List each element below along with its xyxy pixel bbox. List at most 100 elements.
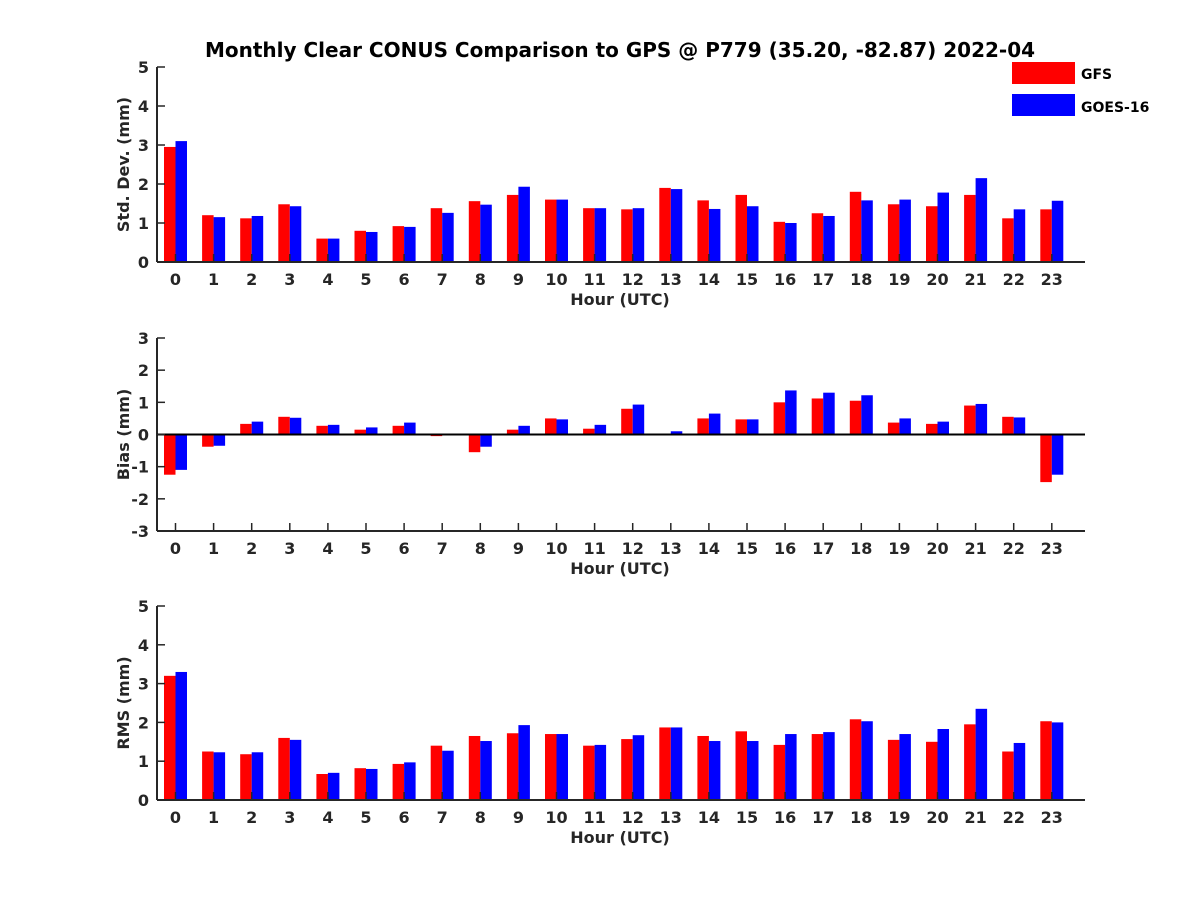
bar-rms-goes16-hour-3: [289, 739, 302, 800]
bar-bias-goes16-hour-2: [251, 421, 264, 435]
legend-label-gfs: GFS: [1081, 67, 1112, 83]
bar-std-goes16-hour-22: [1013, 209, 1026, 262]
bar-std-gfs-hour-17: [811, 213, 824, 262]
bar-rms-gfs-hour-10: [545, 734, 557, 800]
bar-bias-gfs-hour-12: [621, 408, 633, 435]
bar-rms-goes16-hour-23: [1051, 722, 1064, 800]
bar-rms-gfs-hour-11: [583, 745, 595, 800]
bar-bias-gfs-hour-15: [735, 419, 747, 435]
bar-rms-gfs-hour-0: [164, 675, 176, 800]
y-tick-label: 0: [138, 791, 149, 810]
bar-std-goes16-hour-15: [747, 206, 759, 262]
x-tick-label: 12: [622, 539, 644, 558]
x-tick-label: 16: [774, 808, 796, 827]
x-tick-label: 8: [475, 808, 486, 827]
bar-rms-goes16-hour-14: [708, 741, 721, 800]
bar-std-gfs-hour-8: [468, 201, 481, 262]
bar-bias-goes16-hour-17: [823, 392, 835, 435]
y-tick-label: 5: [138, 597, 149, 616]
x-tick-label: 23: [1041, 808, 1063, 827]
bar-bias-gfs-hour-23: [1040, 434, 1052, 483]
bar-std-gfs-hour-5: [354, 230, 366, 262]
y-tick-label: 1: [138, 752, 149, 771]
bar-std-gfs-hour-0: [164, 146, 176, 262]
bar-std-gfs-hour-2: [240, 218, 252, 262]
bar-std-goes16-hour-20: [937, 192, 949, 262]
x-tick-label: 6: [399, 539, 410, 558]
bar-bias-goes16-hour-9: [518, 425, 530, 435]
x-tick-label: 9: [513, 270, 524, 289]
bar-std-gfs-hour-12: [621, 209, 633, 262]
x-tick-label: 0: [170, 808, 181, 827]
x-tick-label: 19: [888, 270, 910, 289]
y-tick-label: 3: [138, 136, 149, 155]
legend-label-goes16: GOES-16: [1081, 100, 1149, 116]
y-tick-label: 4: [138, 97, 149, 116]
x-tick-label: 14: [698, 270, 720, 289]
x-tick-label: 2: [246, 270, 257, 289]
bar-bias-goes16-hour-10: [556, 419, 568, 435]
y-tick-label: -1: [131, 458, 149, 477]
x-tick-label: 1: [208, 539, 219, 558]
bar-bias-goes16-hour-11: [594, 424, 607, 435]
bar-std-gfs-hour-14: [697, 200, 709, 262]
bar-rms-goes16-hour-11: [594, 744, 607, 800]
bar-rms-gfs-hour-20: [926, 741, 938, 800]
bar-std-goes16-hour-10: [556, 199, 568, 262]
bar-bias-gfs-hour-0: [164, 434, 176, 475]
x-tick-label: 5: [360, 270, 371, 289]
y-tick-label: 4: [138, 636, 149, 655]
x-tick-label: 18: [850, 270, 872, 289]
bar-rms-goes16-hour-7: [442, 750, 454, 800]
bar-std-goes16-hour-14: [708, 208, 721, 262]
bar-std-goes16-hour-5: [366, 231, 378, 262]
x-tick-label: 17: [812, 808, 834, 827]
bar-std-gfs-hour-19: [887, 204, 900, 262]
x-tick-label: 9: [513, 539, 524, 558]
bar-bias-goes16-hour-3: [289, 417, 302, 435]
x-tick-label: 17: [812, 270, 834, 289]
bar-rms-goes16-hour-13: [670, 727, 683, 800]
x-tick-label: 20: [926, 270, 948, 289]
bar-rms-gfs-hour-13: [659, 727, 671, 800]
bar-rms-gfs-hour-1: [202, 751, 214, 800]
x-tick-label: 14: [698, 539, 720, 558]
x-tick-label: 8: [475, 270, 486, 289]
bar-bias-gfs-hour-17: [811, 398, 824, 435]
x-tick-label: 20: [926, 808, 948, 827]
x-tick-label: 13: [660, 808, 682, 827]
bar-std-gfs-hour-3: [278, 204, 290, 262]
x-tick-label: 16: [774, 270, 796, 289]
bar-std-gfs-hour-6: [392, 226, 405, 262]
bar-bias-gfs-hour-10: [545, 418, 557, 435]
x-tick-label: 20: [926, 539, 948, 558]
bar-std-goes16-hour-2: [251, 215, 264, 262]
x-tick-label: 16: [774, 539, 796, 558]
bar-bias-goes16-hour-22: [1013, 417, 1026, 435]
y-tick-label: 1: [138, 214, 149, 233]
x-tick-label: 23: [1041, 270, 1063, 289]
x-tick-label: 23: [1041, 539, 1063, 558]
bar-std-goes16-hour-4: [327, 238, 340, 262]
bar-rms-goes16-hour-17: [823, 732, 835, 800]
bar-std-goes16-hour-7: [442, 212, 454, 262]
bar-std-goes16-hour-12: [632, 208, 645, 262]
x-axis-label: Hour (UTC): [570, 290, 670, 309]
bar-bias-gfs-hour-21: [964, 405, 976, 435]
bar-bias-gfs-hour-5: [354, 429, 366, 435]
bar-bias-goes16-hour-12: [632, 404, 645, 435]
y-axis-label: Std. Dev. (mm): [114, 97, 133, 232]
x-tick-label: 7: [437, 539, 448, 558]
y-axis-label: RMS (mm): [114, 656, 133, 749]
y-tick-label: 0: [138, 426, 149, 445]
y-tick-label: -3: [131, 522, 149, 541]
y-tick-label: 2: [138, 175, 149, 194]
x-tick-label: 4: [322, 808, 333, 827]
x-tick-label: 11: [583, 808, 605, 827]
bar-rms-gfs-hour-5: [354, 768, 366, 800]
bar-rms-goes16-hour-8: [480, 741, 492, 800]
x-tick-label: 21: [964, 270, 986, 289]
x-tick-label: 8: [475, 539, 486, 558]
bar-rms-goes16-hour-4: [327, 772, 340, 800]
y-tick-label: 2: [138, 713, 149, 732]
